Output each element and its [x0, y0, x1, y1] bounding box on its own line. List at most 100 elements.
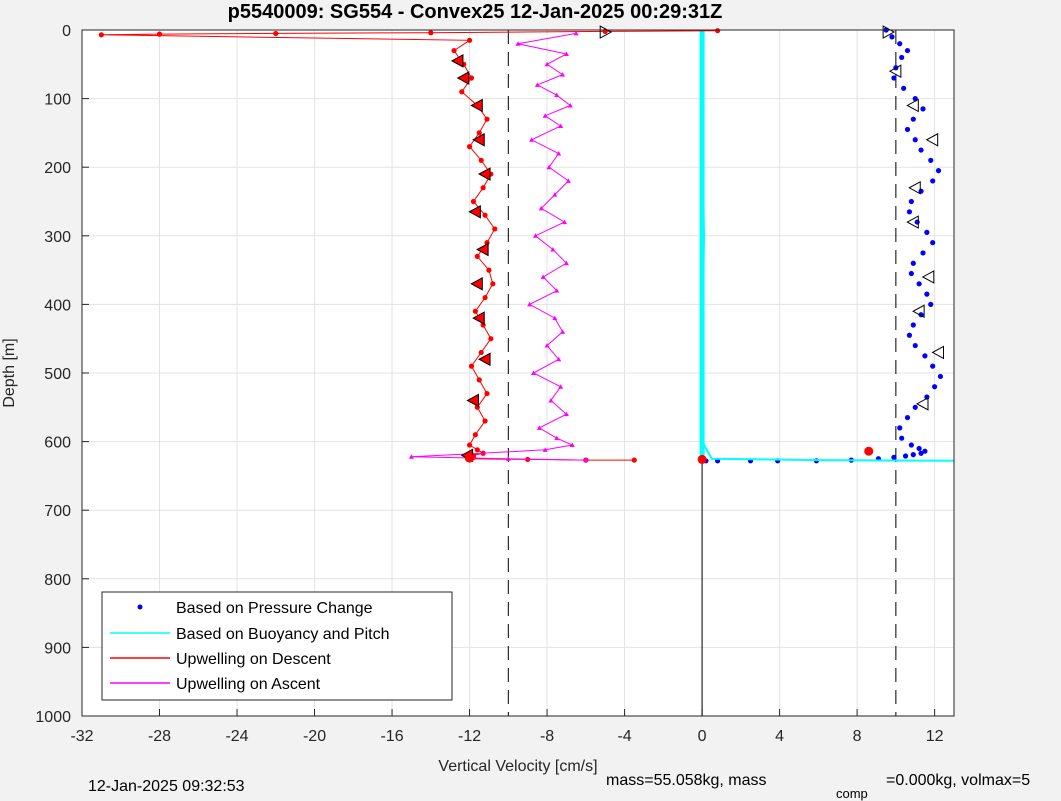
series-pressure-change-point — [924, 291, 930, 297]
series-pressure-change-point — [910, 452, 916, 458]
legend-label-buoyancy: Based on Buoyancy and Pitch — [176, 626, 389, 643]
series-pressure-change-point — [914, 219, 920, 225]
legend-label-descent: Upwelling on Descent — [176, 651, 331, 668]
x-axis-label: Vertical Velocity [cm/s] — [438, 758, 597, 775]
series-upwelling-descent-point — [484, 116, 490, 122]
series-pressure-change-point — [906, 332, 913, 338]
series-upwelling-ascent-point — [556, 150, 562, 156]
x-tick-label: 0 — [698, 728, 707, 745]
series-upwelling-ascent-point — [531, 370, 537, 375]
y-axis-label: Depth [m] — [1, 338, 18, 407]
series-upwelling-descent-point — [478, 349, 484, 356]
black-triangle-marker — [476, 242, 489, 257]
series-pressure-change-point — [904, 126, 911, 133]
series-upwelling-descent-point — [428, 30, 434, 36]
black-triangle-marker — [912, 304, 925, 319]
black-triangle-marker — [882, 25, 896, 39]
series-upwelling-descent-point — [472, 308, 478, 314]
series-upwelling-ascent-point — [552, 192, 558, 197]
legend-label-ascent: Upwelling on Ascent — [176, 676, 321, 693]
series-pressure-change-point — [932, 384, 938, 390]
series-upwelling-ascent-point — [550, 247, 556, 252]
series-pressure-change-point — [922, 448, 928, 454]
series-pressure-change-point — [904, 47, 911, 54]
series-upwelling-descent-point — [98, 32, 104, 38]
series-pressure-change-point — [899, 54, 905, 61]
series-pressure-change-point — [928, 157, 934, 163]
y-tick-label: 600 — [44, 435, 71, 452]
series-pressure-change-point — [924, 229, 930, 235]
black-triangle-marker — [470, 98, 483, 113]
x-tick-label: -24 — [225, 728, 248, 745]
series-upwelling-ascent-point — [546, 164, 552, 170]
x-tick-label: 8 — [853, 728, 862, 745]
series-upwelling-ascent-point — [408, 454, 414, 459]
series-upwelling-descent-point — [451, 47, 457, 54]
x-tick-label: -16 — [380, 728, 403, 745]
series-pressure-change-point — [930, 178, 936, 184]
series-upwelling-descent-point — [482, 294, 488, 301]
series-pressure-change-point — [897, 425, 903, 431]
series-pressure-change-point — [918, 147, 924, 153]
y-tick-label: 0 — [62, 23, 71, 40]
series-pressure-change-point — [889, 34, 895, 40]
series-upwelling-ascent-point — [527, 301, 533, 307]
series-upwelling-descent-point — [476, 130, 482, 136]
black-triangle-marker — [466, 393, 479, 408]
series-upwelling-ascent-point — [542, 447, 548, 452]
x-tick-labels: -32 -28 -24 -20 -16 -12 -8 -4 0 4 8 12 — [70, 728, 943, 745]
series-upwelling-descent-point — [476, 377, 482, 383]
footer-comp-subscript: comp — [836, 786, 868, 801]
series-upwelling-ascent-point — [563, 260, 569, 266]
series-upwelling-descent-point — [156, 31, 163, 37]
series-pressure-change-point — [908, 270, 914, 277]
grid — [81, 29, 954, 717]
series-pressure-change-point — [910, 116, 916, 122]
series-pressure-change-point — [935, 168, 942, 174]
series-upwelling-descent-point — [478, 157, 484, 163]
series-upwelling-ascent-point — [565, 178, 571, 183]
y-tick-label: 800 — [44, 572, 71, 589]
series-upwelling-ascent-point — [567, 102, 573, 108]
black-triangle-marker — [599, 25, 613, 39]
series-pressure-change-point — [897, 41, 903, 47]
footer-timestamp: 12-Jan-2025 09:32:53 — [88, 778, 245, 795]
series-pressure-change-point — [920, 106, 926, 112]
x-tick-label: -4 — [617, 728, 631, 745]
black-triangle-marker — [470, 276, 483, 291]
series-upwelling-ascent-point — [554, 288, 560, 293]
plot-frame — [81, 29, 955, 717]
series-upwelling-descent-point — [466, 37, 473, 43]
series-upwelling-descent-point — [488, 336, 494, 342]
series-pressure-change-point — [912, 342, 918, 349]
y-tick-label: 100 — [44, 92, 71, 109]
series-upwelling-ascent-point — [505, 456, 511, 461]
series-upwelling-ascent-point — [540, 274, 546, 279]
series-upwelling-descent-point — [482, 212, 488, 218]
footer-comp-mass: =0.000kg, volmax=5 — [886, 772, 1030, 789]
series-upwelling-ascent-point — [552, 315, 558, 321]
series-upwelling-ascent-point — [569, 442, 575, 448]
chart-title: p5540009: SG554 - Convex25 12-Jan-2025 0… — [228, 1, 723, 23]
highlight-marker — [465, 453, 475, 463]
series-upwelling-descent-point — [490, 281, 496, 287]
black-triangle-marker — [888, 64, 902, 79]
series-upwelling-ascent-point — [554, 92, 560, 98]
black-triangle-marker — [456, 71, 470, 85]
x-tick-label: -28 — [148, 728, 171, 745]
series-pressure-change-point — [908, 442, 914, 448]
series-pressure-change-point — [920, 250, 926, 256]
series-pressure-change-point — [916, 445, 922, 452]
black-triangle-marker — [906, 215, 919, 229]
footer-mass: mass=55.058kg, mass — [606, 772, 767, 789]
series-layer — [98, 25, 955, 716]
black-triangle-marker — [468, 204, 481, 219]
series-pressure-change-point — [928, 301, 934, 307]
series-upwelling-ascent-point — [563, 411, 569, 417]
series-upwelling-ascent-point — [562, 219, 568, 225]
series-upwelling-descent-point — [486, 267, 492, 273]
series-upwelling-descent-point — [459, 89, 465, 95]
series-upwelling-descent-point — [468, 75, 475, 81]
x-tick-label: -20 — [303, 728, 326, 745]
